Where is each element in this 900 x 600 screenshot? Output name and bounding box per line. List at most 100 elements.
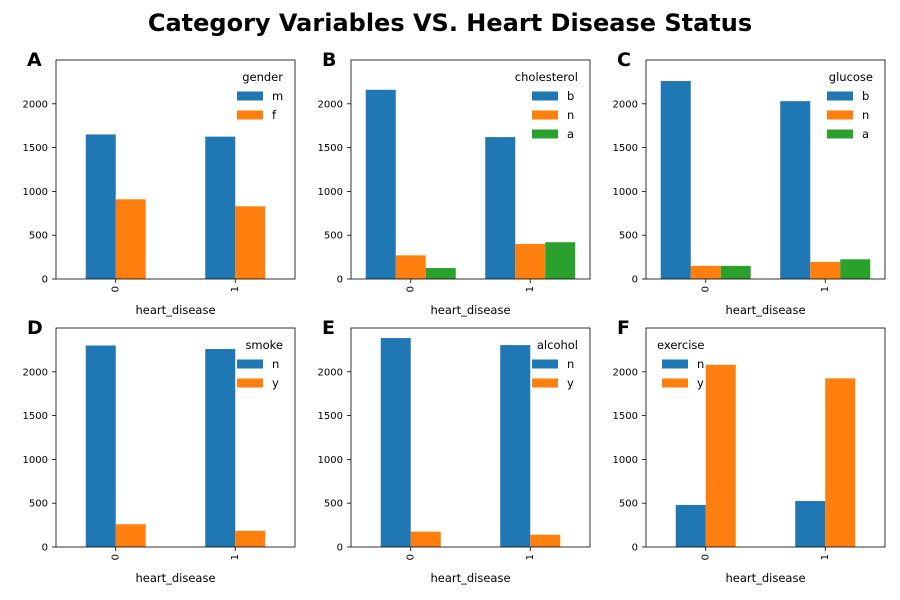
x-tick-label: 1 (230, 286, 241, 292)
y-tick-label: 1500 (23, 143, 48, 154)
y-tick-label: 1500 (613, 411, 638, 422)
panel-letter: C (617, 49, 631, 71)
bar-m-hd0 (85, 134, 116, 279)
legend-label-a: a (567, 127, 574, 141)
x-tick-label: 1 (525, 554, 536, 560)
legend-swatch-n (237, 359, 263, 369)
panel-letter: B (322, 49, 336, 71)
legend: gender mf (237, 70, 283, 122)
bar-m-hd1 (205, 136, 236, 279)
bar-n-hd1 (810, 261, 841, 279)
y-tick-label: 1500 (613, 143, 638, 154)
y-tick-label: 2000 (318, 99, 343, 110)
x-tick-label: 0 (405, 286, 416, 292)
axes-frame (55, 327, 296, 548)
legend-title: glucose (829, 70, 873, 84)
x-tick-label: 1 (525, 286, 536, 292)
x-axis-label: heart_disease (430, 571, 510, 585)
bar-n-hd0 (690, 265, 721, 279)
bar-f-hd0 (115, 199, 146, 279)
legend-swatch-a (827, 129, 853, 139)
x-axis-label: heart_disease (135, 303, 215, 317)
legend-title: smoke (245, 338, 283, 352)
bar-n-hd1 (515, 243, 546, 279)
legend-label-f: f (272, 108, 277, 122)
x-axis-label: heart_disease (430, 303, 510, 317)
bar-n-hd0 (395, 255, 426, 279)
y-tick-label: 500 (619, 499, 638, 510)
legend-label-y: y (272, 376, 279, 390)
x-axis-label: heart_disease (135, 571, 215, 585)
bar-b-hd1 (485, 137, 516, 279)
y-tick-label: 500 (29, 231, 48, 242)
x-tick-label: 1 (820, 554, 831, 560)
y-tick-label: 1500 (318, 411, 343, 422)
bar-n-hd1 (500, 345, 531, 547)
panel-letter: F (617, 317, 630, 339)
legend-label-n: n (862, 108, 869, 122)
legend-label-n: n (272, 357, 279, 371)
y-tick-label: 0 (42, 275, 48, 286)
legend-label-y: y (697, 376, 704, 390)
legend-swatch-n (532, 359, 558, 369)
panel-letter: E (322, 317, 335, 339)
y-tick-label: 1500 (23, 411, 48, 422)
axes-frame (645, 327, 886, 548)
legend-label-n: n (567, 357, 574, 371)
legend-label-m: m (272, 89, 283, 103)
legend: cholesterol bna (515, 70, 578, 141)
legend: alcohol ny (532, 338, 578, 390)
y-tick-label: 1000 (613, 455, 638, 466)
legend-title: cholesterol (515, 70, 578, 84)
bar-y-hd0 (705, 364, 736, 547)
bar-y-hd0 (115, 524, 146, 547)
y-tick-label: 0 (632, 275, 638, 286)
y-tick-label: 1500 (318, 143, 343, 154)
y-tick-label: 2000 (318, 367, 343, 378)
panel-e: E 0 1 0 500 1000 1500 2000 heart_disease alcohol n… (318, 317, 591, 585)
y-tick-label: 500 (29, 499, 48, 510)
legend-label-n: n (567, 108, 574, 122)
legend: exercise ny (657, 338, 704, 390)
x-tick-label: 0 (700, 554, 711, 560)
y-tick-label: 2000 (613, 99, 638, 110)
y-tick-label: 0 (42, 543, 48, 554)
bar-n-hd1 (795, 501, 826, 547)
panel-c: C 0 1 0 500 1000 1500 2000 heart_disease glucose b… (613, 49, 886, 317)
legend-swatch-y (532, 378, 558, 388)
panel-a: A 0 1 0 500 1000 1500 2000 heart_disease gender mf (23, 49, 296, 317)
y-tick-label: 0 (632, 543, 638, 554)
bar-b-hd0 (365, 89, 396, 279)
bar-b-hd0 (660, 81, 691, 279)
y-tick-label: 1000 (613, 187, 638, 198)
y-tick-label: 0 (337, 275, 343, 286)
x-tick-label: 0 (700, 286, 711, 292)
legend: smoke ny (237, 338, 283, 390)
legend-swatch-n (662, 359, 688, 369)
bar-n-hd0 (675, 504, 706, 547)
legend-swatch-f (237, 110, 263, 120)
axes-frame (55, 59, 296, 280)
legend-swatch-b (532, 91, 558, 101)
panel-letter: D (27, 317, 43, 339)
bar-f-hd1 (235, 206, 266, 279)
legend-label-b: b (862, 89, 869, 103)
panel-d: D 0 1 0 500 1000 1500 2000 heart_disease smoke ny (23, 317, 296, 585)
panel-f: F 0 1 0 500 1000 1500 2000 heart_disease exercise… (613, 317, 886, 585)
panel-b: B 0 1 0 500 1000 1500 2000 heart_disease choleste… (318, 49, 591, 317)
x-tick-label: 0 (110, 286, 121, 292)
legend-label-n: n (697, 357, 704, 371)
bar-b-hd1 (780, 101, 811, 279)
axes-frame (350, 327, 591, 548)
y-tick-label: 2000 (613, 367, 638, 378)
y-tick-label: 500 (324, 499, 343, 510)
y-tick-label: 2000 (23, 99, 48, 110)
panel-letter: A (27, 49, 42, 71)
figure-title: Category Variables VS. Heart Disease Sta… (148, 9, 752, 37)
bar-y-hd0 (410, 531, 441, 547)
y-tick-label: 2000 (23, 367, 48, 378)
axes-frame (350, 59, 591, 280)
legend-label-a: a (862, 127, 869, 141)
legend-title: alcohol (537, 338, 578, 352)
